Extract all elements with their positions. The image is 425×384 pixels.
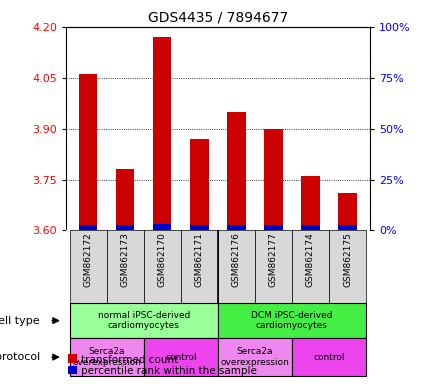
Bar	[116, 225, 134, 230]
Bar	[301, 225, 320, 230]
Text: GSM862176: GSM862176	[232, 233, 241, 288]
Text: GSM862171: GSM862171	[195, 233, 204, 288]
Bar	[264, 225, 283, 230]
Bar	[301, 176, 320, 230]
Bar	[218, 230, 255, 303]
Text: normal iPSC-derived
cardiomyocytes: normal iPSC-derived cardiomyocytes	[97, 311, 190, 330]
Bar	[218, 303, 366, 338]
Bar	[255, 230, 292, 303]
Text: GSM862177: GSM862177	[269, 233, 278, 288]
Text: GSM862172: GSM862172	[84, 233, 93, 287]
Bar	[329, 230, 366, 303]
Bar	[70, 338, 144, 376]
Bar	[227, 225, 246, 230]
Bar	[107, 230, 144, 303]
Text: cell type: cell type	[0, 316, 40, 326]
Bar	[70, 303, 218, 338]
Title: GDS4435 / 7894677: GDS4435 / 7894677	[148, 10, 288, 24]
Bar	[218, 338, 292, 376]
Bar	[116, 169, 134, 230]
Text: control: control	[165, 353, 196, 362]
Bar	[153, 224, 172, 230]
Bar	[153, 37, 172, 230]
Bar	[144, 230, 181, 303]
Text: GSM862175: GSM862175	[343, 233, 352, 288]
Bar	[79, 74, 97, 230]
Bar	[264, 129, 283, 230]
Bar	[190, 225, 209, 230]
Bar	[144, 338, 218, 376]
Text: DCM iPSC-derived
cardiomyocytes: DCM iPSC-derived cardiomyocytes	[251, 311, 333, 330]
Bar	[338, 193, 357, 230]
Bar	[227, 112, 246, 230]
Bar	[292, 230, 329, 303]
Text: percentile rank within the sample: percentile rank within the sample	[81, 366, 257, 376]
Text: protocol: protocol	[0, 352, 40, 362]
Bar	[79, 225, 97, 230]
Text: control: control	[313, 353, 345, 362]
Text: GSM862170: GSM862170	[158, 233, 167, 288]
Bar	[292, 338, 366, 376]
Text: Serca2a
overexpression: Serca2a overexpression	[221, 348, 289, 367]
Text: Serca2a
overexpression: Serca2a overexpression	[72, 348, 141, 367]
Text: transformed count: transformed count	[81, 355, 178, 365]
Bar	[70, 230, 107, 303]
Bar	[181, 230, 218, 303]
Bar	[338, 225, 357, 230]
Text: GSM862173: GSM862173	[121, 233, 130, 288]
Text: GSM862174: GSM862174	[306, 233, 315, 287]
Bar	[190, 139, 209, 230]
